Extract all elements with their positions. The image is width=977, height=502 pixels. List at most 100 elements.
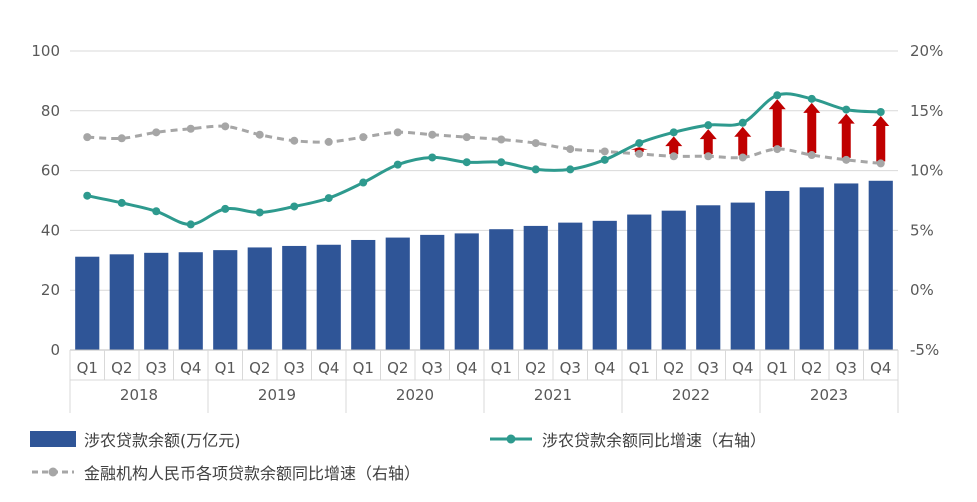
bar xyxy=(144,252,169,350)
quarter-label: Q2 xyxy=(525,359,546,377)
line-series xyxy=(83,91,885,229)
line-point xyxy=(807,151,816,160)
arrow-annotations xyxy=(630,99,890,162)
line-point xyxy=(462,133,471,142)
bar xyxy=(316,244,341,350)
line-point xyxy=(704,121,713,130)
line-point xyxy=(428,130,437,139)
line-point xyxy=(807,94,816,103)
line-point xyxy=(290,136,299,145)
line-point xyxy=(290,202,299,211)
line-point xyxy=(566,145,575,154)
line-point xyxy=(497,135,506,144)
quarter-label: Q3 xyxy=(836,359,857,377)
line-point xyxy=(186,220,195,229)
quarter-label: Q4 xyxy=(870,359,891,377)
legend-item-gray-line: 金融机构人民币各项贷款余额同比增速（右轴） xyxy=(30,460,420,484)
year-label: 2018 xyxy=(120,386,158,404)
quarter-label: Q1 xyxy=(77,359,98,377)
line-point xyxy=(393,160,402,169)
quarter-label: Q2 xyxy=(387,359,408,377)
quarter-label: Q2 xyxy=(249,359,270,377)
line-point xyxy=(359,178,368,187)
bar xyxy=(592,220,617,350)
bar xyxy=(765,190,790,350)
line-point xyxy=(152,207,161,216)
total-loan-growth-line xyxy=(87,124,881,165)
bar xyxy=(696,205,721,350)
up-arrow xyxy=(768,99,786,148)
up-arrow xyxy=(837,113,855,158)
line-point xyxy=(669,128,678,137)
legend-swatch-gray-line xyxy=(32,467,74,477)
up-arrow xyxy=(734,126,752,156)
left-tick-label: 20 xyxy=(41,281,60,299)
up-arrow xyxy=(665,136,683,155)
line-point xyxy=(462,158,471,167)
legend-item-bars: 涉农贷款余额(万亿元) xyxy=(30,427,241,451)
left-tick-label: 100 xyxy=(31,42,60,60)
quarter-label: Q4 xyxy=(594,359,615,377)
line-point xyxy=(531,139,540,148)
left-tick-label: 40 xyxy=(41,221,60,239)
line-point xyxy=(359,133,368,142)
quarter-label: Q1 xyxy=(491,359,512,377)
line-point xyxy=(152,128,161,137)
quarter-label: Q4 xyxy=(318,359,339,377)
bar-series xyxy=(75,180,893,350)
year-label: 2019 xyxy=(258,386,296,404)
legend-label-bars: 涉农贷款余额(万亿元) xyxy=(84,431,241,450)
bar xyxy=(213,250,238,350)
line-point xyxy=(704,152,713,161)
right-tick-label: 5% xyxy=(910,221,934,239)
left-tick-label: 0 xyxy=(50,341,60,359)
bar xyxy=(627,214,652,350)
quarter-label: Q4 xyxy=(456,359,477,377)
line-point xyxy=(738,118,747,127)
bar xyxy=(385,237,410,350)
year-label: 2021 xyxy=(534,386,572,404)
line-point xyxy=(393,128,402,137)
right-tick-label: 0% xyxy=(910,281,934,299)
gridlines xyxy=(70,50,898,291)
legend-item-green-line: 涉农贷款余额同比增速（右轴） xyxy=(488,427,766,451)
bar xyxy=(868,180,893,350)
quarter-label: Q2 xyxy=(111,359,132,377)
line-point xyxy=(117,198,126,207)
bar xyxy=(799,187,824,350)
legend-label-green-line: 涉农贷款余额同比增速（右轴） xyxy=(542,431,767,450)
line-point xyxy=(255,208,264,217)
line-point xyxy=(669,152,678,161)
up-arrow xyxy=(872,115,890,162)
year-label: 2023 xyxy=(810,386,848,404)
left-tick-label: 60 xyxy=(41,162,60,180)
line-point xyxy=(876,107,885,116)
line-point xyxy=(221,122,230,131)
line-point xyxy=(738,153,747,162)
line-point xyxy=(428,153,437,162)
bar xyxy=(730,202,755,350)
quarter-label: Q4 xyxy=(180,359,201,377)
line-point xyxy=(842,155,851,164)
line-point xyxy=(324,194,333,203)
quarter-label: Q1 xyxy=(353,359,374,377)
quarter-label: Q2 xyxy=(663,359,684,377)
line-point xyxy=(635,149,644,158)
quarter-label: Q2 xyxy=(801,359,822,377)
bar xyxy=(247,247,272,350)
bar xyxy=(75,256,100,350)
left-tick-label: 80 xyxy=(41,102,60,120)
line-point xyxy=(83,133,92,142)
line-point xyxy=(566,165,575,174)
bar xyxy=(282,245,307,350)
x-axis: Q1 Q2 Q3 Q4 Q1 Q2 Q3 Q4 Q1 Q2 Q3 Q4 Q1 Q2 Q3 Q4 Q1 Q2 Q3 Q4… xyxy=(69,349,899,413)
line-point xyxy=(600,147,609,156)
year-label: 2020 xyxy=(396,386,434,404)
quarter-label: Q3 xyxy=(284,359,305,377)
line-point xyxy=(773,91,782,100)
bar xyxy=(109,254,134,350)
line-point xyxy=(497,158,506,167)
line-point xyxy=(324,137,333,146)
line-point xyxy=(600,155,609,164)
